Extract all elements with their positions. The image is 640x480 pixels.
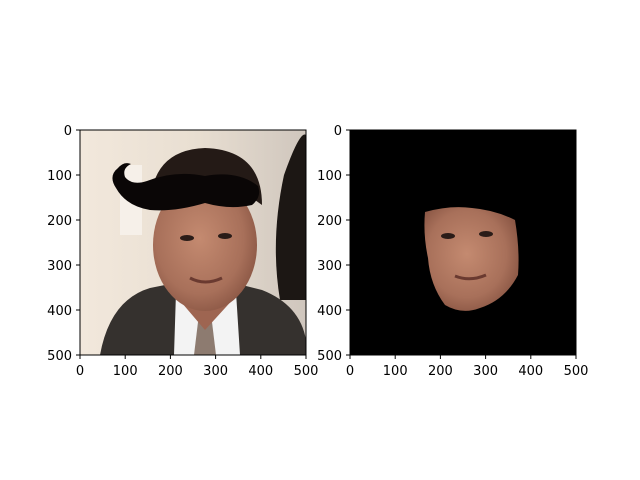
left-xtick-label: 0 [76,364,84,379]
left-ytick-label: 400 [47,304,72,319]
right-ytick-label: 200 [317,214,342,229]
left-xtick-label: 200 [158,364,183,379]
left-axes: 0 100 200 300 400 500 0 100 200 300 400 500 [47,124,318,379]
right-xtick-label: 300 [473,364,498,379]
left-ytick-label: 0 [64,124,72,139]
left-xtick-label: 100 [113,364,138,379]
left-ytick-label: 300 [47,259,72,274]
right-ytick-label: 300 [317,259,342,274]
left-ytick-label: 200 [47,214,72,229]
left-xtick-label: 400 [248,364,273,379]
right-ytick-label: 500 [317,349,342,364]
right-image [350,130,576,355]
left-ytick-label: 500 [47,349,72,364]
left-xtick-label: 500 [294,364,319,379]
right-xtick-label: 200 [428,364,453,379]
right-ytick-label: 100 [317,169,342,184]
left-xtick-label: 300 [203,364,228,379]
right-axes: 0 100 200 300 400 500 0 100 200 300 400 500 [317,124,588,379]
right-xtick-label: 400 [518,364,543,379]
right-ytick-label: 400 [317,304,342,319]
right-xtick-label: 0 [346,364,354,379]
right-xtick-label: 500 [564,364,589,379]
right-xtick-label: 100 [383,364,408,379]
right-ytick-label: 0 [334,124,342,139]
left-ytick-label: 100 [47,169,72,184]
left-image [80,130,306,355]
